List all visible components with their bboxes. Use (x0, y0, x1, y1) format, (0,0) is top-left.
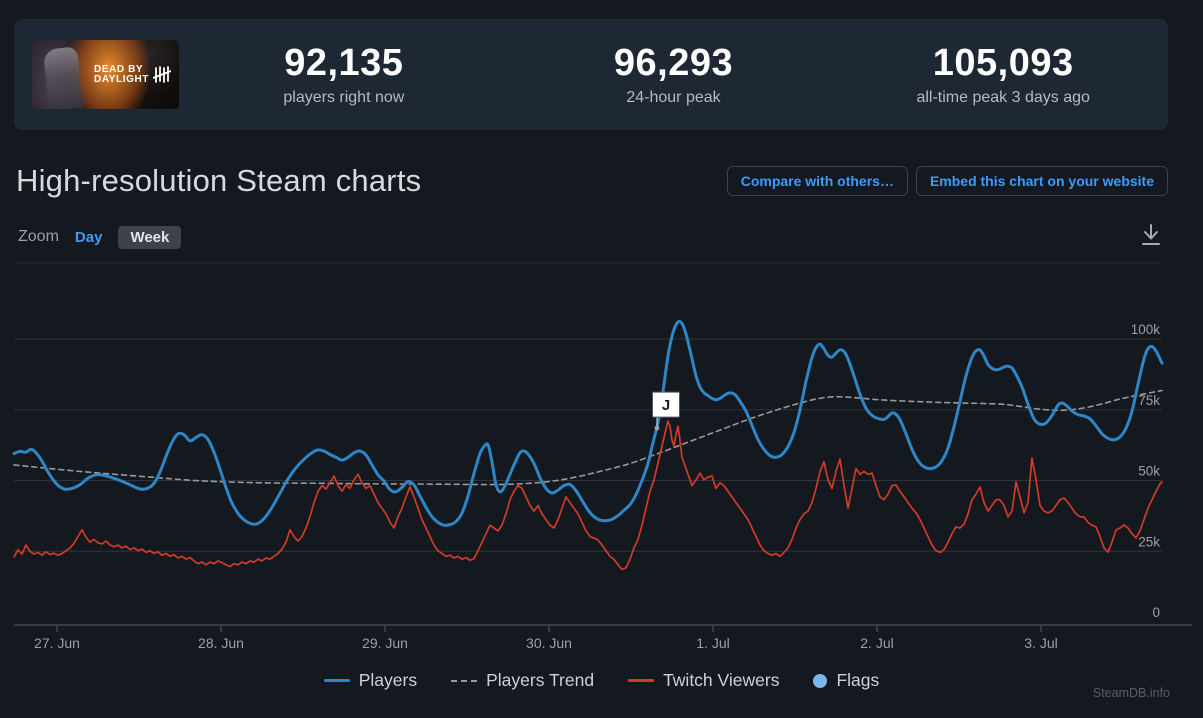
series-players-trend (13, 389, 1163, 486)
legend-line-swatch (323, 679, 350, 682)
y-axis-label: 75k (1138, 393, 1160, 408)
peak-24h-value: 96,293 (613, 42, 734, 84)
svg-text:J: J (662, 397, 670, 414)
players-chart[interactable]: 100k 75k 50k 25k 0 27. Jun 28. Jun 29. Jun 30. J… (0, 255, 1203, 665)
page-title: High-resolution Steam charts (16, 163, 422, 198)
legend-circle-swatch (813, 673, 828, 688)
series-players (12, 319, 1164, 527)
peak-24h-label: 24-hour peak (626, 89, 721, 106)
logo-line-1: DEAD BY (94, 63, 144, 75)
x-axis-label: 30. Jun (526, 635, 572, 651)
y-axis-label: 50k (1138, 464, 1160, 479)
x-axis-label: 28. Jun (198, 635, 244, 651)
legend-label: Twitch Viewers (663, 670, 780, 690)
download-chart-icon[interactable] (1139, 222, 1163, 250)
logo-line-2: DAYLIGHT (94, 73, 149, 85)
steamdb-watermark: SteamDB.info (1092, 686, 1170, 700)
tally-marks-icon (153, 65, 171, 83)
dead-by-daylight-logo: DEAD BY DAYLIGHT (94, 63, 171, 85)
game-capsule-image: DEAD BY DAYLIGHT (32, 40, 179, 109)
legend-label: Players Trend (486, 670, 595, 690)
chart-actions: Compare with others… Embed this chart on… (726, 166, 1168, 196)
x-axis-label: 29. Jun (362, 635, 408, 651)
legend-line-swatch (628, 679, 655, 682)
zoom-label: Zoom (18, 228, 59, 245)
alltime-peak-value: 105,093 (932, 42, 1074, 84)
legend-dash-swatch (451, 679, 478, 682)
series-twitch-viewers (13, 420, 1163, 571)
stat-alltime-peak: 105,093 all-time peak 3 days ago (838, 42, 1168, 107)
legend-label: Players (358, 670, 418, 690)
legend-item-twitch-viewers[interactable]: Twitch Viewers (628, 670, 779, 691)
zoom-controls: Zoom Day Week (18, 224, 182, 250)
y-axis-label: 100k (1131, 322, 1161, 337)
players-now-label: players right now (283, 89, 405, 106)
x-axis-label: 3. Jul (1024, 635, 1057, 651)
legend-item-players[interactable]: Players (323, 670, 418, 691)
x-axis-label: 1. Jul (696, 635, 729, 651)
y-axis-label: 0 (1152, 605, 1160, 620)
y-axis-label: 25k (1138, 534, 1160, 549)
players-now-value: 92,135 (284, 42, 404, 84)
legend-item-players-trend[interactable]: Players Trend (451, 670, 594, 691)
chart-legend: Players Players Trend Twitch Viewers Flags (0, 670, 1203, 691)
flag-marker-J[interactable]: J (652, 391, 680, 431)
stat-players-now: 92,135 players right now (179, 42, 509, 107)
compare-with-others-button[interactable]: Compare with others… (726, 166, 908, 196)
stat-24h-peak: 96,293 24-hour peak (509, 42, 839, 107)
title-row: High-resolution Steam charts Compare wit… (16, 163, 1168, 199)
x-axis-label: 27. Jun (34, 635, 80, 651)
alltime-peak-label: all-time peak 3 days ago (916, 89, 1090, 106)
legend-item-flags[interactable]: Flags (813, 670, 879, 691)
zoom-option-day[interactable]: Day (74, 228, 103, 246)
stats-panel: DEAD BY DAYLIGHT 92,135 players right no… (14, 19, 1168, 130)
killer-figure-art (42, 46, 84, 109)
legend-label: Flags (836, 670, 880, 690)
x-axis-label: 2. Jul (860, 635, 893, 651)
zoom-option-week[interactable]: Week (118, 225, 182, 249)
embed-chart-button[interactable]: Embed this chart on your website (915, 166, 1168, 196)
